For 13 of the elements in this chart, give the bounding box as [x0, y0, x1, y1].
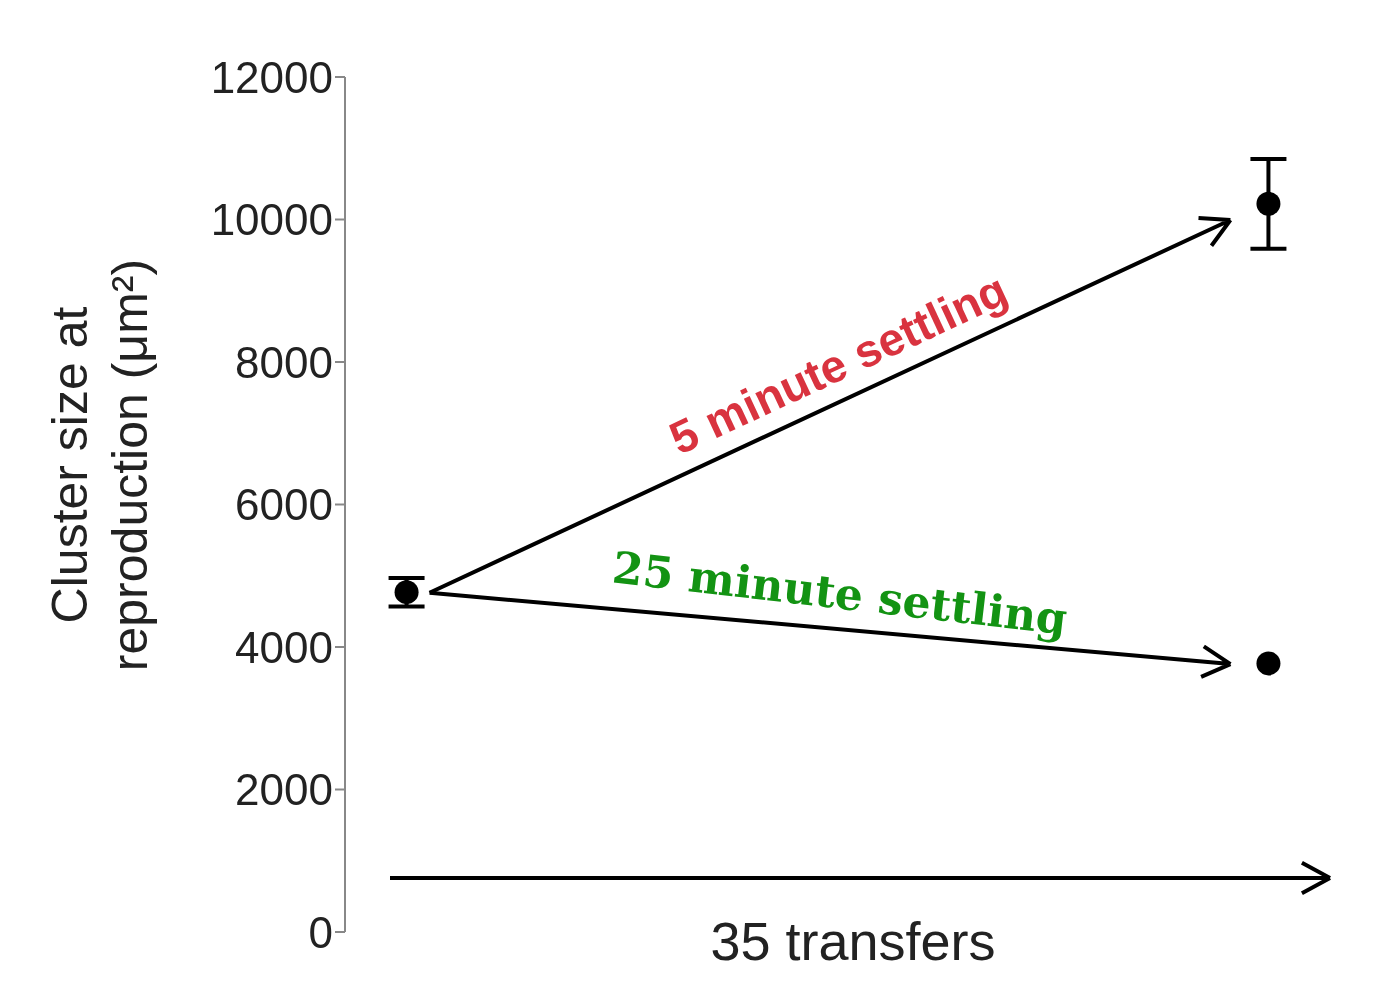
point — [1256, 651, 1281, 676]
y-axis-title: Cluster size at reproduction (μm²) — [41, 257, 159, 674]
y-tick-label: 8000 — [235, 337, 333, 387]
point — [394, 580, 419, 605]
y-tick-label: 10000 — [210, 195, 333, 245]
y-tick-label: 6000 — [235, 480, 333, 530]
point — [1256, 191, 1281, 216]
annotation: 25 minute settling — [609, 541, 1070, 645]
annotation: 35 transfers — [710, 911, 996, 971]
y-tick-label: 2000 — [235, 765, 333, 815]
y-tick-label: 12000 — [210, 52, 333, 102]
y-tick-label: 0 — [308, 907, 333, 957]
y-tick-label: 4000 — [235, 622, 333, 672]
